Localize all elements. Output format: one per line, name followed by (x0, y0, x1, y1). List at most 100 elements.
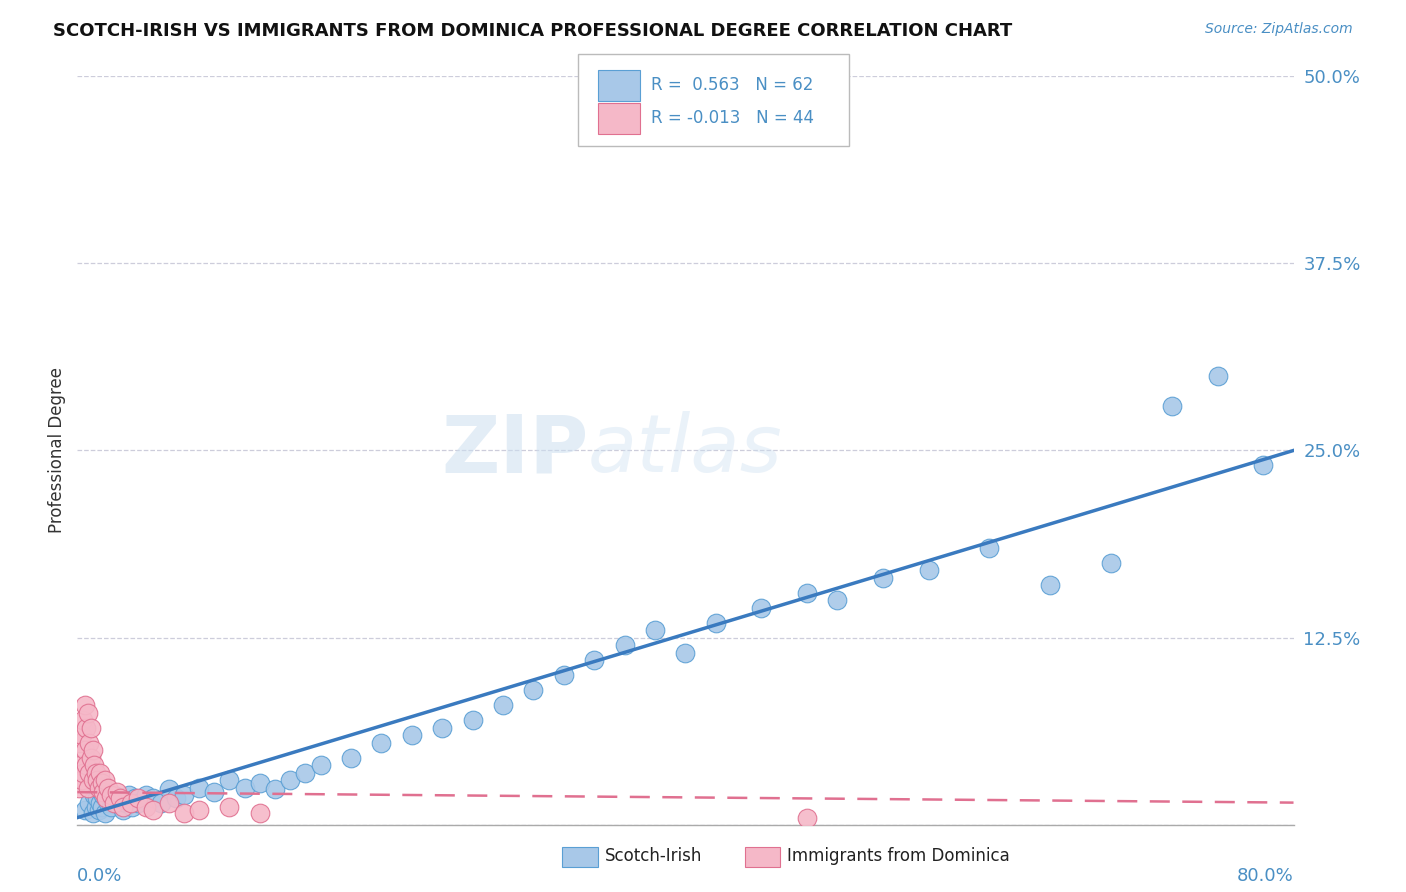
Point (127, 791, 149, 805)
Point (202, 785, 225, 799)
Point (157, 782, 180, 797)
Point (87, 803, 110, 817)
Point (120, 796, 142, 810)
Point (613, 638, 636, 652)
Point (142, 791, 165, 805)
Point (100, 800, 122, 814)
Text: R = -0.013   N = 44: R = -0.013 N = 44 (651, 109, 814, 127)
Point (82, 806, 104, 821)
Point (294, 765, 316, 780)
Point (1099, 556, 1122, 570)
Point (93, 806, 115, 821)
Point (583, 653, 606, 667)
Point (79, 765, 101, 780)
Text: SCOTCH-IRISH VS IMMIGRANTS FROM DOMINICA PROFESSIONAL DEGREE CORRELATION CHART: SCOTCH-IRISH VS IMMIGRANTS FROM DOMINICA… (53, 22, 1012, 40)
Point (103, 788, 125, 802)
Y-axis label: Professional Degree: Professional Degree (48, 368, 66, 533)
Point (70, 728, 93, 742)
Point (1251, 458, 1274, 473)
Point (173, 806, 195, 821)
Point (73, 743, 96, 757)
Point (872, 571, 894, 585)
Point (77, 780, 100, 795)
Point (105, 796, 128, 810)
Point (83, 758, 105, 772)
Point (704, 615, 727, 630)
Text: 80.0%: 80.0% (1237, 867, 1294, 885)
Point (135, 788, 157, 802)
Point (108, 791, 131, 805)
Point (121, 800, 143, 814)
Point (75, 758, 97, 772)
Point (80, 750, 103, 764)
Point (401, 728, 423, 742)
Point (67, 780, 90, 795)
Point (124, 791, 146, 805)
Point (80, 721, 103, 735)
Point (522, 683, 544, 698)
Point (90, 800, 112, 814)
Text: Scotch-Irish: Scotch-Irish (605, 847, 702, 865)
Point (111, 803, 134, 817)
Point (73, 698, 96, 713)
Point (188, 780, 211, 795)
Point (75, 721, 97, 735)
Point (82, 743, 104, 757)
Point (135, 800, 157, 814)
Point (118, 788, 141, 802)
Point (278, 773, 301, 788)
Point (249, 806, 271, 821)
Point (69, 758, 91, 772)
Text: ZIP: ZIP (441, 411, 588, 490)
Point (115, 796, 138, 810)
Point (127, 796, 149, 810)
Point (165, 791, 187, 805)
Point (100, 788, 122, 802)
Point (90, 776, 112, 790)
Point (492, 698, 515, 713)
Point (461, 713, 484, 727)
Point (309, 758, 332, 772)
Point (979, 541, 1001, 555)
Text: Source: ZipAtlas.com: Source: ZipAtlas.com (1205, 22, 1353, 37)
Point (173, 788, 195, 802)
Point (149, 796, 172, 810)
Point (79, 736, 101, 750)
Text: 0.0%: 0.0% (77, 867, 122, 885)
Point (89, 796, 111, 810)
Point (340, 750, 363, 764)
Point (644, 624, 666, 638)
Point (82, 773, 104, 788)
Point (84, 765, 107, 780)
Point (157, 796, 180, 810)
Point (73, 803, 96, 817)
Point (91, 788, 114, 802)
Point (87, 780, 110, 795)
Point (1206, 368, 1229, 383)
Point (96, 791, 118, 805)
Point (79, 796, 101, 810)
Point (108, 791, 131, 805)
Point (553, 668, 575, 682)
Point (1039, 578, 1062, 592)
Point (77, 706, 100, 720)
Point (97, 796, 120, 810)
Point (96, 791, 118, 805)
Point (751, 600, 773, 615)
Point (796, 811, 818, 825)
Point (796, 586, 818, 600)
Point (218, 773, 240, 788)
Point (72, 713, 94, 727)
Point (827, 593, 849, 607)
Text: atlas: atlas (588, 411, 783, 490)
Point (72, 765, 94, 780)
Point (1161, 399, 1184, 413)
Point (675, 646, 697, 660)
Point (430, 721, 453, 735)
Text: R =  0.563   N = 62: R = 0.563 N = 62 (651, 76, 813, 94)
Point (86, 773, 108, 788)
Point (918, 563, 941, 577)
Point (89, 765, 111, 780)
Point (370, 736, 392, 750)
Point (249, 776, 271, 790)
